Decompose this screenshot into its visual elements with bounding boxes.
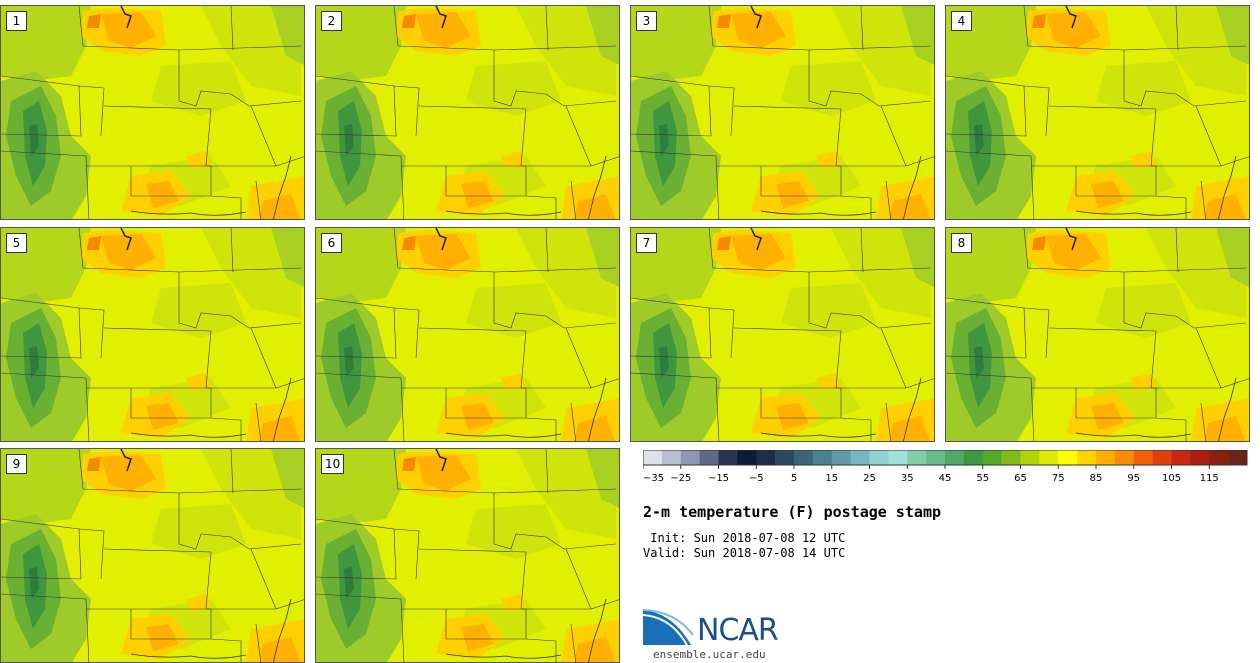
temperature-colorbar: −35 −25 −15 −5 5 15 25 35 45 55 65 75 85 95 105 115 bbox=[643, 450, 1248, 484]
member-map-2: 2 bbox=[315, 5, 620, 220]
colorbar-tick-label: 5 bbox=[791, 473, 797, 484]
temperature-map bbox=[631, 228, 935, 442]
colorbar-swatch bbox=[718, 450, 738, 465]
member-label: 2 bbox=[321, 11, 342, 31]
colorbar-swatch bbox=[1001, 450, 1021, 465]
member-label: 9 bbox=[6, 454, 27, 474]
member-map-3: 3 bbox=[630, 5, 935, 220]
member-label: 5 bbox=[6, 233, 27, 253]
colorbar-tick-label: 45 bbox=[939, 473, 952, 484]
temperature-map bbox=[316, 6, 620, 220]
member-label: 4 bbox=[951, 11, 972, 31]
member-map-10: 10 bbox=[315, 448, 620, 663]
colorbar-swatch bbox=[680, 450, 700, 465]
init-time: Init: Sun 2018-07-08 12 UTC bbox=[643, 531, 846, 545]
colorbar-swatch bbox=[661, 450, 682, 465]
temperature-map bbox=[316, 228, 620, 442]
colorbar-swatch bbox=[775, 450, 795, 465]
colorbar-tick-label: 65 bbox=[1014, 473, 1027, 484]
member-map-8: 8 bbox=[945, 227, 1250, 442]
colorbar-swatch bbox=[1058, 450, 1078, 465]
colorbar-tick-label: 85 bbox=[1090, 473, 1103, 484]
colorbar-swatch bbox=[1114, 450, 1135, 465]
member-label: 8 bbox=[951, 233, 972, 253]
temperature-map bbox=[1, 228, 305, 442]
plot-title: 2-m temperature (F) postage stamp bbox=[643, 503, 942, 521]
colorbar-swatch bbox=[1228, 450, 1248, 465]
colorbar-swatch bbox=[1209, 450, 1229, 465]
colorbar-swatch bbox=[1020, 450, 1040, 465]
member-map-5: 5 bbox=[0, 227, 305, 442]
member-map-7: 7 bbox=[630, 227, 935, 442]
ncar-logo-icon bbox=[643, 609, 694, 646]
colorbar-swatch bbox=[945, 450, 965, 465]
member-label: 7 bbox=[636, 233, 657, 253]
colorbar-swatch bbox=[1096, 450, 1116, 465]
colorbar-tick-label: 95 bbox=[1127, 473, 1140, 484]
member-label: 1 bbox=[6, 11, 27, 31]
colorbar-tick-label: 75 bbox=[1052, 473, 1065, 484]
colorbar-swatch bbox=[1171, 450, 1191, 465]
colorbar-swatch bbox=[812, 450, 833, 465]
colorbar-swatch bbox=[737, 450, 757, 465]
temperature-map bbox=[946, 228, 1250, 442]
colorbar-swatch bbox=[850, 450, 870, 465]
colorbar-tick-label: 55 bbox=[976, 473, 989, 484]
colorbar-tick-label: −15 bbox=[708, 473, 729, 484]
colorbar-swatch bbox=[1133, 450, 1153, 465]
member-map-9: 9 bbox=[0, 448, 305, 663]
member-map-4: 4 bbox=[945, 5, 1250, 220]
member-map-6: 6 bbox=[315, 227, 620, 442]
colorbar-tick-label: −35 bbox=[643, 473, 664, 484]
colorbar-swatch bbox=[869, 450, 889, 465]
ensemble-url[interactable]: ensemble.ucar.edu bbox=[653, 648, 766, 661]
colorbar-swatch bbox=[756, 450, 776, 465]
colorbar-swatch bbox=[699, 450, 719, 465]
colorbar-swatch bbox=[831, 450, 851, 465]
colorbar-swatch bbox=[888, 450, 908, 465]
colorbar-swatch bbox=[907, 450, 927, 465]
colorbar-swatch bbox=[643, 450, 663, 465]
member-map-1: 1 bbox=[0, 5, 305, 220]
colorbar-tick-label: −25 bbox=[670, 473, 691, 484]
colorbar-swatch bbox=[1039, 450, 1059, 465]
temperature-map bbox=[1, 6, 305, 220]
temperature-map bbox=[631, 6, 935, 220]
colorbar-swatch bbox=[963, 450, 984, 465]
member-label: 10 bbox=[321, 454, 345, 474]
colorbar-tick-label: 105 bbox=[1162, 473, 1181, 484]
colorbar-tick-label: −5 bbox=[749, 473, 764, 484]
temperature-map bbox=[316, 449, 620, 663]
temperature-map bbox=[946, 6, 1250, 220]
colorbar-swatch bbox=[1152, 450, 1172, 465]
member-label: 3 bbox=[636, 11, 657, 31]
colorbar-swatch bbox=[926, 450, 946, 465]
colorbar-tick-label: 25 bbox=[863, 473, 876, 484]
colorbar-swatch bbox=[1077, 450, 1097, 465]
colorbar-swatch bbox=[794, 450, 814, 465]
member-label: 6 bbox=[321, 233, 342, 253]
colorbar-swatch bbox=[982, 450, 1002, 465]
colorbar-tick-label: 15 bbox=[825, 473, 838, 484]
ncar-logo-text: NCAR bbox=[697, 613, 779, 648]
colorbar-tick-label: 115 bbox=[1200, 473, 1219, 484]
colorbar-tick-label: 35 bbox=[901, 473, 914, 484]
colorbar-swatch bbox=[1190, 450, 1210, 465]
temperature-map bbox=[1, 449, 305, 663]
valid-time: Valid: Sun 2018-07-08 14 UTC bbox=[643, 546, 846, 560]
